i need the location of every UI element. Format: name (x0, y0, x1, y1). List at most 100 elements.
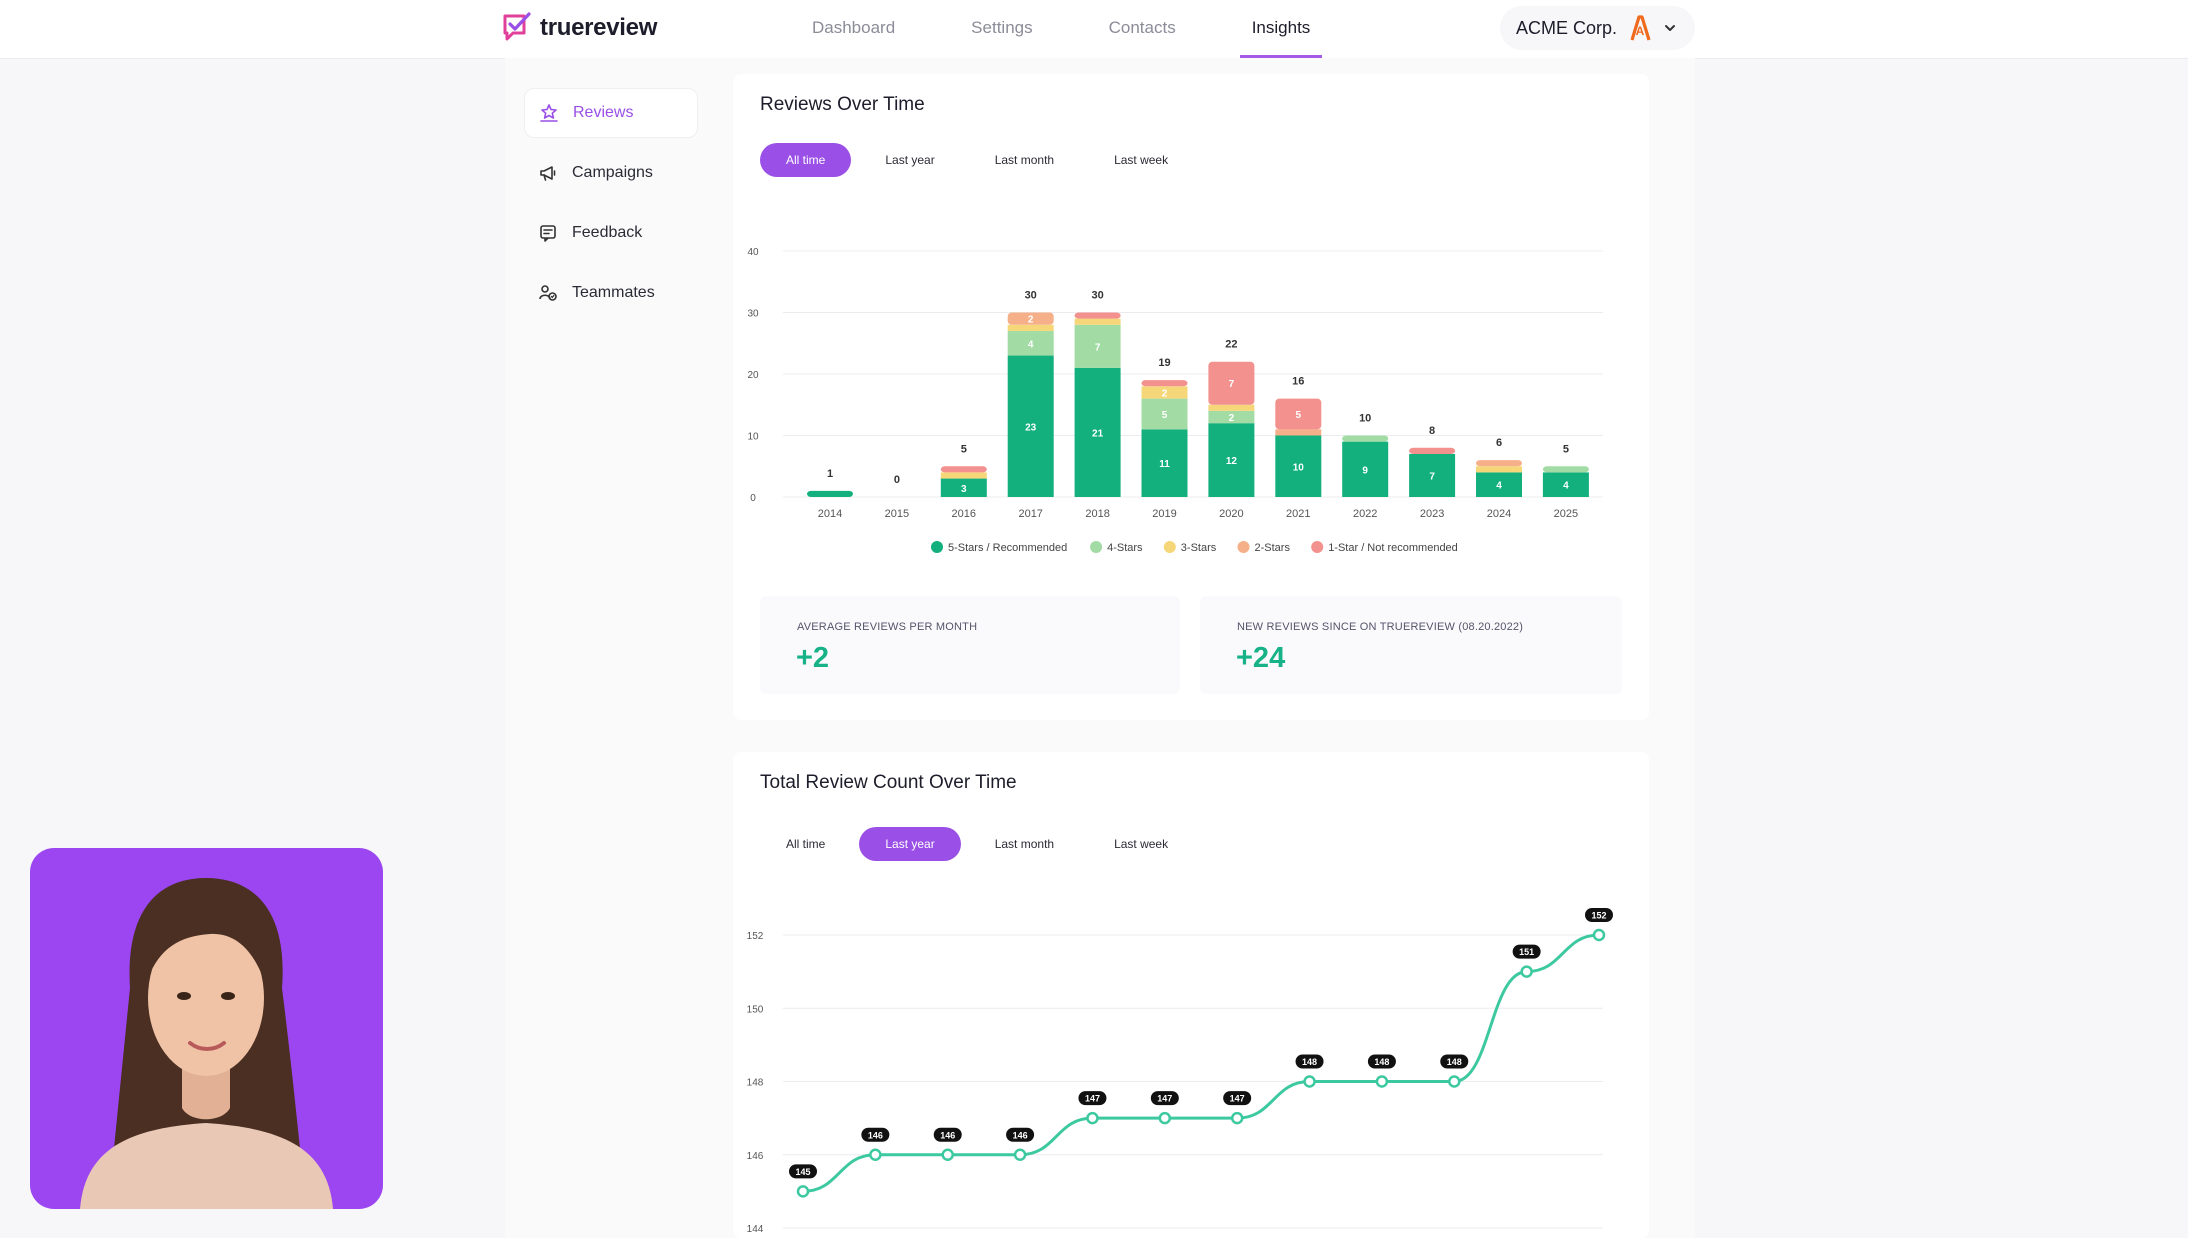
x-tick-label: 2016 (952, 508, 976, 520)
filter-last-year[interactable]: Last year (859, 827, 961, 861)
point-value-label: 147 (1157, 1094, 1172, 1104)
card-title: Reviews Over Time (760, 94, 925, 115)
legend-label: 5-Stars / Recommended (948, 542, 1067, 554)
line-point (941, 1148, 954, 1161)
bar-segment-1-star-not-recommended (1409, 447, 1456, 454)
bar-segment-5-stars-recommended (1476, 472, 1522, 497)
sidebar-item-reviews[interactable]: Reviews (524, 88, 698, 138)
point-label-badge (861, 1127, 890, 1142)
sidebar-item-label: Teammates (572, 284, 655, 301)
bar-segment-3-stars (940, 472, 987, 479)
bar-total-label: 30 (1025, 290, 1037, 302)
org-switcher[interactable]: ACME Corp. A (1500, 6, 1696, 50)
bar-total-label: 5 (1563, 443, 1569, 455)
filter-last-week[interactable]: Last week (1114, 837, 1169, 851)
legend-label: 1-Star / Not recommended (1328, 542, 1458, 554)
sidebar-item-label: Campaigns (572, 164, 653, 181)
bar-segment-4-stars (1208, 410, 1255, 424)
filter-last-week[interactable]: Last week (1114, 153, 1169, 167)
bar-segment-5-stars-recommended (1342, 441, 1389, 497)
logo-icon (503, 12, 531, 41)
total-review-count-card: Total Review Count Over Time All time La… (733, 752, 1649, 1238)
segment-label: 2 (1028, 315, 1034, 326)
nav-insights[interactable]: Insights (1239, 0, 1323, 58)
sidebar-item-feedback[interactable]: Feedback (524, 208, 698, 258)
stat-label: AVERAGE REVIEWS PER MONTH (797, 621, 978, 633)
segment-label: 7 (1229, 379, 1235, 390)
segment-label: 7 (1095, 342, 1101, 353)
line-point (1013, 1148, 1027, 1161)
bar-total-label: 8 (1429, 425, 1435, 437)
line-point (1448, 1075, 1461, 1088)
filter-all-time[interactable]: All time (760, 143, 852, 177)
filter-all-time[interactable]: All time (786, 837, 826, 851)
point-value-label: 147 (1230, 1094, 1245, 1104)
point-label-badge (1295, 1054, 1324, 1069)
y-tick-label: 40 (747, 247, 759, 258)
reviews-over-time-card: Reviews Over Time All time Last year Las… (733, 74, 1649, 720)
segment-label: 5 (1162, 410, 1168, 421)
point-label-badge (1440, 1054, 1469, 1069)
line-point (1592, 928, 1606, 942)
line-point (1086, 1111, 1099, 1125)
bar-segment-3-stars (1007, 324, 1054, 331)
bar-total-label: 19 (1158, 357, 1170, 369)
bar-segment-1-star-not-recommended (1141, 380, 1188, 387)
x-tick-label: 2022 (1353, 508, 1377, 520)
bar-segment-5-stars-recommended (1074, 367, 1121, 497)
bar-segment-1-star-not-recommended (1275, 398, 1322, 430)
bar-total-label: 5 (961, 443, 967, 455)
segment-label: 21 (1092, 428, 1104, 439)
segment-label: 7 (1429, 471, 1435, 482)
filter-last-month[interactable]: Last month (994, 153, 1055, 167)
y-tick-label: 152 (747, 931, 764, 942)
sidebar-item-campaigns[interactable]: Campaigns (524, 148, 698, 198)
sidebar-item-teammates[interactable]: Teammates (524, 268, 698, 318)
y-tick-label: 30 (747, 309, 759, 320)
point-value-label: 151 (1519, 947, 1534, 957)
point-label-badge (1585, 908, 1613, 922)
x-tick-label: 2015 (885, 508, 909, 520)
sidebar-item-label: Reviews (573, 104, 634, 121)
x-tick-label: 2017 (1018, 508, 1042, 520)
stat-label: NEW REVIEWS SINCE ON TRUEREVIEW (08.20.2… (1237, 621, 1524, 633)
bar-segment-3-stars (1476, 466, 1522, 473)
bar-segment-5-stars-recommended (807, 490, 853, 497)
filter-last-year[interactable]: Last year (885, 153, 935, 167)
bar-segment-3-stars (1074, 318, 1121, 325)
presenter-video (30, 848, 383, 1209)
bar-segment-5-stars-recommended (940, 478, 987, 497)
bar-total-label: 22 (1225, 339, 1237, 351)
y-tick-label: 148 (747, 1078, 764, 1089)
nav-dashboard[interactable]: Dashboard (812, 18, 896, 37)
line-point (796, 1185, 810, 1198)
segment-label: 5 (1296, 410, 1302, 421)
x-tick-label: 2018 (1085, 508, 1109, 520)
bar-segment-1-star-not-recommended (940, 466, 987, 473)
review-count-line (802, 933, 1600, 1193)
line-point (1230, 1111, 1244, 1125)
bar-total-label: 10 (1359, 413, 1371, 425)
legend-swatch (1311, 541, 1324, 553)
segment-label: 4 (1563, 481, 1569, 492)
bar-segment-4-stars (1007, 330, 1054, 356)
new-reviews-stat: NEW REVIEWS SINCE ON TRUEREVIEW (08.20.2… (1200, 596, 1622, 694)
x-tick-label: 2020 (1219, 508, 1243, 520)
segment-label: 3 (961, 484, 967, 495)
bar-segment-2-stars (1007, 312, 1054, 325)
nav-settings[interactable]: Settings (971, 18, 1033, 37)
bar-segment-4-stars (1342, 435, 1389, 442)
line-point (869, 1148, 882, 1161)
logo[interactable]: truereview (502, 12, 657, 44)
bar-segment-3-stars (1141, 386, 1188, 399)
point-label-badge (1006, 1127, 1035, 1142)
point-label-badge (1367, 1054, 1396, 1069)
line-point (1375, 1075, 1389, 1088)
megaphone-icon (540, 166, 556, 181)
point-label-badge (1078, 1091, 1107, 1106)
main-nav: Dashboard Settings Contacts Insights (800, 0, 1374, 58)
filter-last-month[interactable]: Last month (994, 837, 1055, 851)
nav-contacts[interactable]: Contacts (1108, 18, 1176, 37)
reviews-bar-chart: 0 10 20 30 40 1 2014 0 2015 3 5 2016 23 4 2 30 2017 21 7 30… (747, 247, 1603, 554)
avg-reviews-stat: AVERAGE REVIEWS PER MONTH +2 (760, 596, 1180, 694)
